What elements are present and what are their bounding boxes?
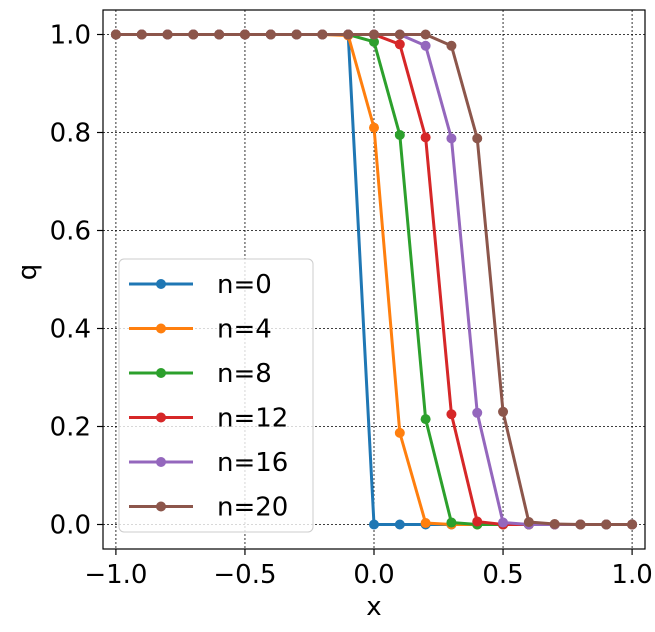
legend-marker	[156, 501, 166, 512]
data-point	[446, 133, 457, 144]
legend-label: n=12	[217, 404, 288, 434]
data-point	[291, 29, 302, 40]
data-point	[549, 519, 560, 530]
data-point	[601, 519, 612, 530]
data-point	[446, 40, 457, 51]
data-point	[188, 29, 199, 40]
data-point	[498, 406, 509, 417]
legend-item: n=20	[129, 493, 288, 523]
data-point	[420, 29, 431, 40]
x-tick-label: −0.5	[213, 560, 276, 590]
data-point	[627, 519, 638, 530]
legend-item: n=4	[129, 315, 272, 345]
y-tick-label: 0.2	[50, 413, 91, 443]
data-point	[369, 519, 379, 530]
data-point	[369, 122, 379, 133]
x-tick-label: 0.5	[482, 560, 523, 590]
data-point	[446, 409, 457, 420]
y-tick-label: 0.6	[50, 217, 91, 247]
x-axis-label: x	[366, 592, 381, 622]
data-point	[498, 517, 509, 528]
data-point	[369, 29, 379, 40]
legend-label: n=8	[217, 359, 272, 389]
legend-label: n=4	[217, 315, 272, 345]
ticks: −1.0 −0.5 0.0 0.5 1.0 0.0 0.2 0.4 0.6 0.8 1.0	[50, 21, 653, 591]
data-point	[420, 414, 431, 425]
y-axis-label: q	[13, 264, 43, 281]
legend-item: n=12	[129, 404, 288, 434]
series-n=20	[110, 29, 638, 530]
data-point	[420, 518, 431, 529]
legend-label: n=16	[217, 448, 288, 478]
data-point	[343, 29, 354, 40]
x-tick-label: −1.0	[84, 560, 147, 590]
x-tick-label: 1.0	[611, 560, 652, 590]
y-tick-label: 0.8	[50, 119, 91, 149]
data-point	[575, 519, 586, 530]
data-point	[446, 517, 457, 528]
legend-box	[118, 258, 314, 533]
legend-item: n=0	[129, 270, 272, 300]
x-tick-label: 0.0	[353, 560, 394, 590]
data-point	[472, 407, 483, 418]
legend: n=0 n=4 n=8 n=12 n=16 n=20	[118, 258, 314, 533]
data-point	[472, 516, 483, 527]
data-point	[523, 517, 534, 528]
data-point	[394, 39, 405, 50]
legend-marker	[156, 412, 166, 423]
data-point	[136, 29, 147, 40]
data-point	[420, 40, 431, 51]
data-point	[394, 427, 405, 438]
data-point	[239, 29, 250, 40]
legend-marker	[156, 457, 166, 467]
data-point	[394, 129, 405, 140]
data-point	[369, 36, 379, 47]
data-point	[214, 29, 225, 40]
data-point	[162, 29, 173, 40]
data-point	[265, 29, 276, 40]
legend-item: n=16	[129, 448, 288, 478]
y-tick-label: 0.0	[50, 511, 91, 541]
legend-label: n=20	[217, 493, 288, 523]
legend-marker	[156, 279, 166, 289]
data-point	[110, 29, 121, 40]
legend-label: n=0	[217, 270, 272, 300]
legend-item: n=8	[129, 359, 272, 389]
data-point	[317, 29, 328, 40]
data-point	[394, 29, 405, 40]
y-tick-label: 1.0	[50, 21, 91, 51]
data-point	[394, 519, 405, 530]
data-point	[420, 132, 431, 143]
legend-marker	[156, 368, 166, 378]
data-point	[472, 133, 483, 144]
y-tick-label: 0.4	[50, 315, 91, 345]
series-layer	[110, 29, 638, 530]
legend-marker	[156, 323, 166, 334]
